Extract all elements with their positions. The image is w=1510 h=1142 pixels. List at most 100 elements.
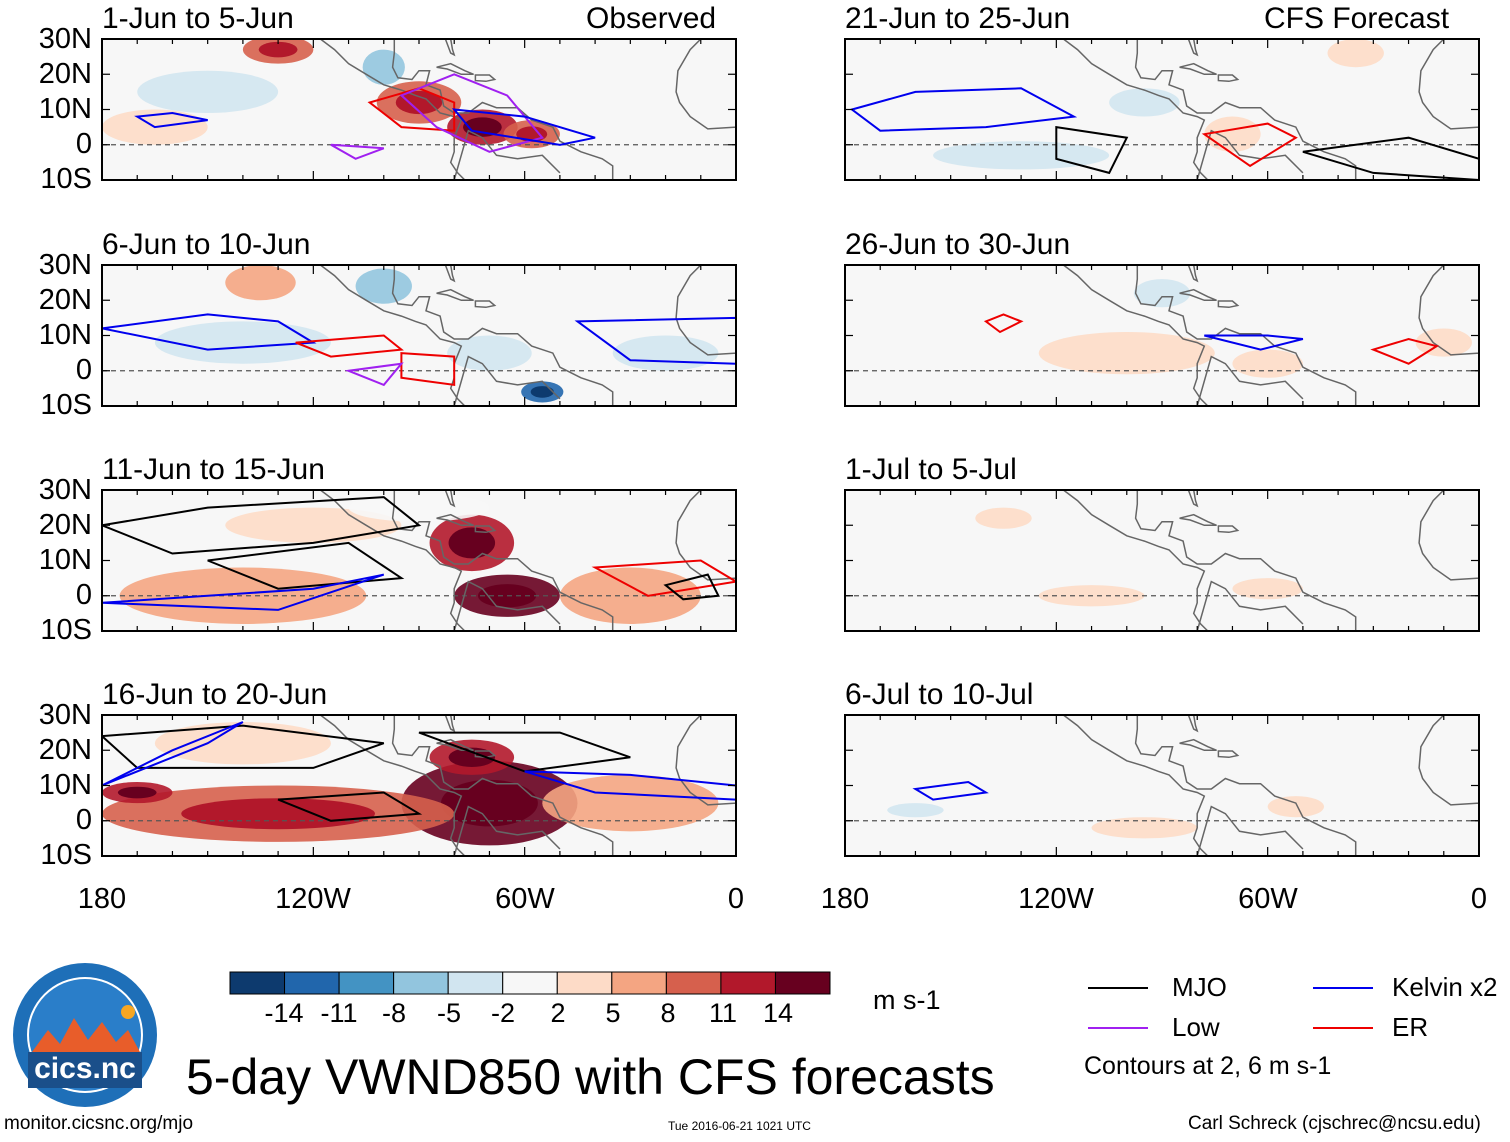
section-label-forecast: CFS Forecast	[1264, 2, 1450, 35]
contour-er	[1201, 122, 1298, 168]
coastline	[453, 580, 561, 631]
cbar-label-5: 5	[605, 998, 621, 1028]
contour-mjo	[418, 731, 631, 773]
xtick-60w-left: 60W	[495, 883, 555, 915]
ytick-30n-row2: 30N	[38, 249, 92, 281]
coastline	[1217, 525, 1240, 534]
contour-mjo	[102, 724, 385, 769]
legend-label-kelvin: Kelvin x2	[1392, 972, 1498, 1002]
section-label-observed: Observed	[586, 2, 717, 35]
contour-er	[295, 334, 404, 358]
xtick-180-right: 180	[820, 883, 870, 915]
coastline	[436, 513, 474, 527]
anomaly-shading	[348, 493, 490, 522]
anomaly-shading	[1327, 39, 1384, 68]
contour-er	[983, 313, 1024, 334]
coastline	[453, 355, 561, 406]
coastline	[675, 490, 736, 581]
ytick-20n-row3: 20N	[38, 509, 92, 541]
coastline	[474, 300, 497, 309]
main-title: 5-day VWND850 with CFS forecasts	[186, 1049, 995, 1105]
coastline	[1196, 805, 1304, 856]
coastline	[1179, 288, 1217, 302]
coastline	[453, 805, 561, 856]
coastline	[1418, 715, 1479, 806]
contour-mjo	[1055, 125, 1129, 175]
anomaly-shading	[1232, 349, 1303, 378]
coastline	[1217, 750, 1240, 759]
coastline	[444, 490, 456, 508]
panel-title-fcst-4: 6-Jul to 10-Jul	[845, 678, 1034, 711]
contour-mjo	[663, 573, 720, 601]
contour-mjo	[207, 541, 405, 590]
legend-label-mjo: MJO	[1172, 972, 1227, 1002]
legend-label-er: ER	[1392, 1012, 1429, 1042]
contour-kel	[451, 108, 596, 146]
colorbar-swatch	[502, 971, 558, 995]
coastline	[1187, 715, 1199, 733]
coastline	[1418, 39, 1479, 130]
anomaly-shading	[975, 507, 1032, 529]
coastline	[444, 715, 456, 733]
coastline	[319, 265, 466, 406]
colorbar-swatch	[665, 971, 722, 995]
anomaly-core	[463, 117, 502, 137]
ytick-30n-row1: 30N	[38, 23, 92, 55]
cbar-label-m11: -11	[320, 998, 358, 1028]
colorbar-swatch	[611, 971, 667, 995]
coastline	[453, 129, 561, 180]
legend-line-low	[1088, 1027, 1148, 1029]
coastline	[391, 39, 614, 180]
ytick-10n-row3: 10N	[38, 544, 92, 576]
coastline	[319, 39, 466, 180]
cbar-label-m5: -5	[436, 998, 461, 1028]
footer-author: Carl Schreck (cjschrec@ncsu.edu)	[1188, 1113, 1481, 1134]
cbar-label-m8: -8	[381, 998, 406, 1028]
coastline	[1187, 39, 1199, 57]
contour-kel	[849, 87, 1078, 132]
ytick-20n-row4: 20N	[38, 734, 92, 766]
contour-mjo	[102, 496, 422, 555]
cbar-label-m14: -14	[264, 998, 304, 1028]
ytick-10s-row1: 10S	[40, 163, 92, 195]
footer-url[interactable]: monitor.cicsnc.org/mjo	[4, 1113, 194, 1134]
contour-kel	[574, 316, 736, 365]
coastline	[1217, 300, 1240, 309]
anomaly-shading	[447, 335, 532, 371]
contour-kel	[1204, 334, 1304, 351]
coastline	[436, 62, 474, 76]
cbar-label-14: 14	[762, 998, 794, 1028]
anomaly-core	[395, 90, 443, 115]
ytick-20n-row1: 20N	[38, 58, 92, 90]
anomaly-shading	[1109, 88, 1180, 117]
coastline	[474, 74, 497, 83]
coastline	[391, 715, 614, 856]
anomaly-shading	[137, 70, 279, 114]
map-panel-fcst-3	[844, 489, 1480, 632]
ytick-0-row2: 0	[75, 354, 92, 386]
contour-kel	[102, 721, 244, 787]
colorbar-swatch	[393, 971, 449, 995]
ytick-30n-row4: 30N	[38, 699, 92, 731]
legend-line-mjo	[1088, 987, 1148, 989]
coastline	[436, 738, 474, 752]
coastline	[474, 525, 497, 534]
panel-title-fcst-2: 26-Jun to 30-Jun	[845, 228, 1071, 261]
contour-low	[330, 143, 385, 160]
contour-er	[1370, 337, 1440, 365]
colorbar-swatch	[720, 971, 776, 995]
coastline	[1062, 490, 1209, 631]
anomaly-shading	[1133, 279, 1191, 308]
ytick-10n-row4: 10N	[38, 769, 92, 801]
coastline	[319, 490, 466, 631]
coastline	[1196, 129, 1304, 180]
coastline	[391, 490, 614, 631]
panel-title-fcst-3: 1-Jul to 5-Jul	[845, 453, 1017, 486]
colorbar-swatch	[338, 971, 395, 995]
anomaly-shading	[1091, 817, 1198, 839]
cbar-label-8: 8	[660, 998, 676, 1028]
anomaly-core	[181, 798, 375, 830]
panel-title-obs-2: 6-Jun to 10-Jun	[102, 228, 311, 261]
ytick-30n-row3: 30N	[38, 474, 92, 506]
